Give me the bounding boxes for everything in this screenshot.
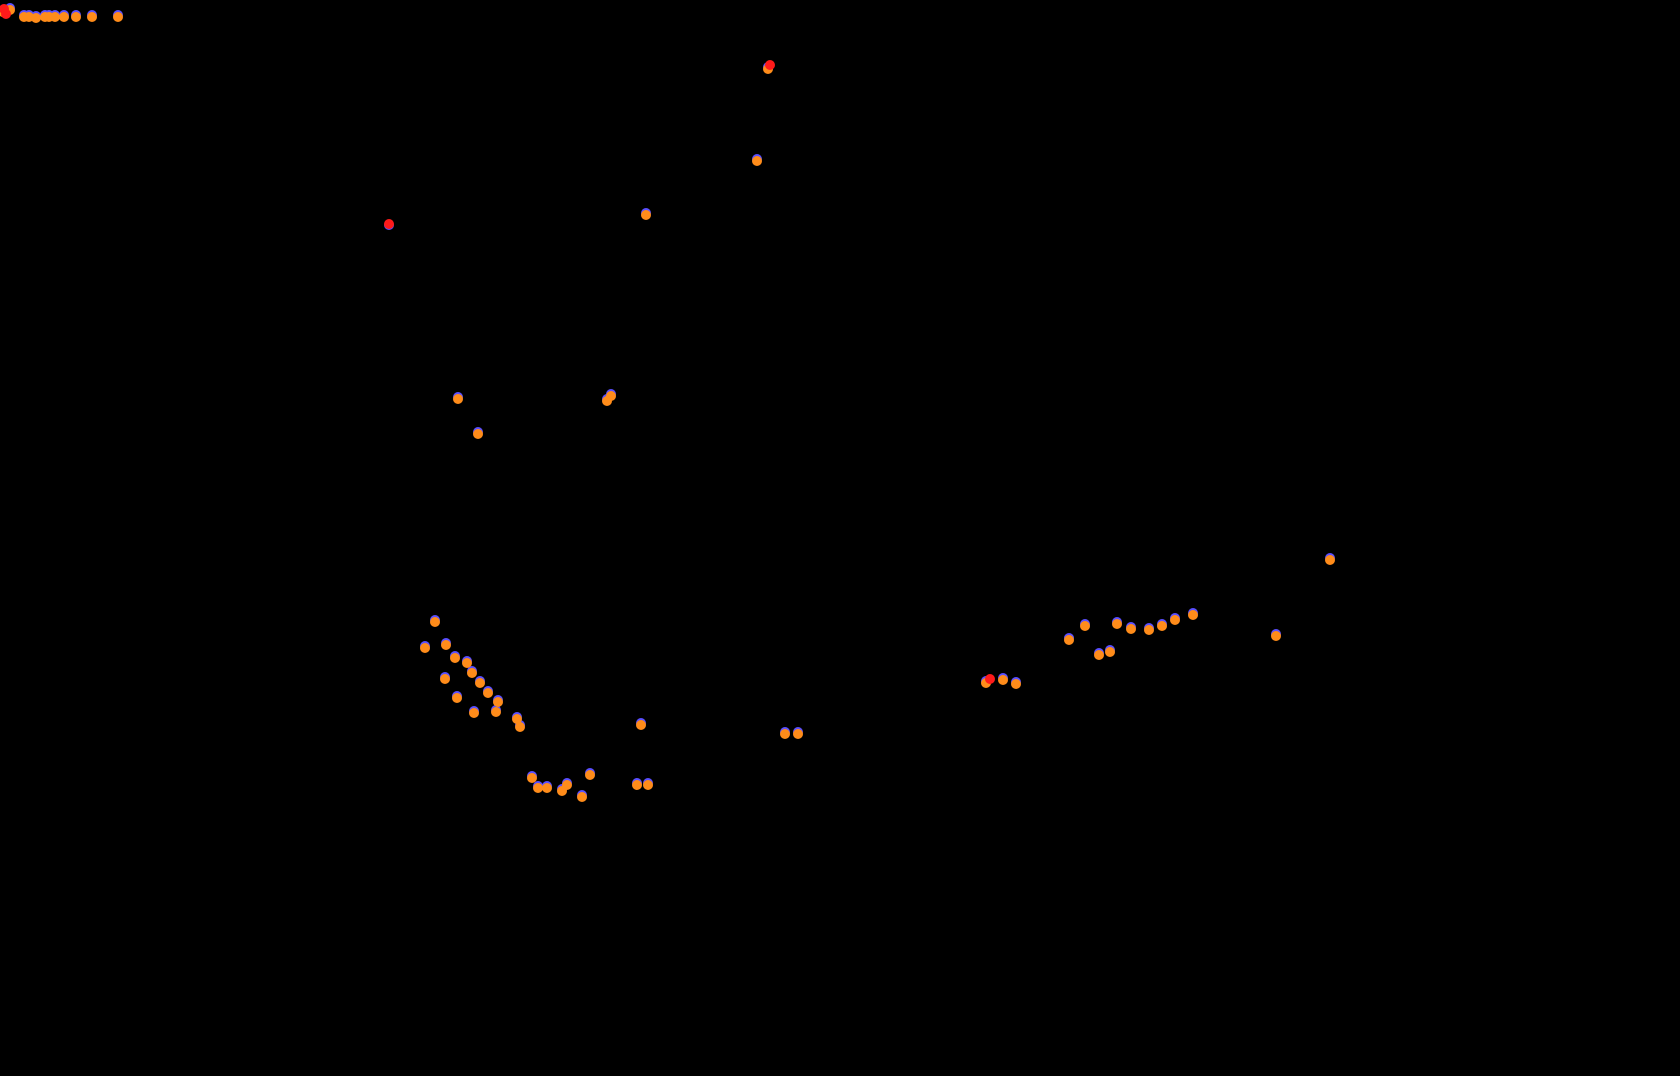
scatter-point <box>467 668 477 678</box>
scatter-point <box>1188 610 1198 620</box>
scatter-point <box>562 780 572 790</box>
scatter-point <box>1094 650 1104 660</box>
scatter-point <box>643 780 653 790</box>
scatter-point <box>430 617 440 627</box>
scatter-point <box>1170 615 1180 625</box>
scatter-point <box>577 792 587 802</box>
scatter-point <box>473 429 483 439</box>
scatter-point <box>636 720 646 730</box>
scatter-point <box>452 693 462 703</box>
scatter-point <box>985 674 995 684</box>
scatter-point <box>780 729 790 739</box>
scatter-point <box>1144 625 1154 635</box>
scatter-point <box>1112 619 1122 629</box>
scatter-point <box>1011 679 1021 689</box>
scatter-point <box>87 12 97 22</box>
scatter-point <box>585 770 595 780</box>
scatter-point <box>793 729 803 739</box>
scatter-point <box>420 643 430 653</box>
scatter-point <box>441 640 451 650</box>
scatter-point <box>641 210 651 220</box>
scatter-point <box>1271 631 1281 641</box>
scatter-point <box>515 722 525 732</box>
scatter-point <box>1080 621 1090 631</box>
scatter-point <box>542 783 552 793</box>
scatter-point <box>765 60 775 70</box>
scatter-point <box>1126 624 1136 634</box>
scatter-point <box>632 780 642 790</box>
scatter-point <box>998 675 1008 685</box>
scatter-point <box>450 653 460 663</box>
scatter-point <box>493 697 503 707</box>
scatter-point <box>71 12 81 22</box>
scatter-point <box>1 9 11 19</box>
scatter-plot <box>0 0 1680 1076</box>
scatter-point <box>483 688 493 698</box>
scatter-point <box>453 394 463 404</box>
scatter-point <box>491 707 501 717</box>
scatter-point <box>752 156 762 166</box>
scatter-point <box>527 773 537 783</box>
scatter-point <box>1105 647 1115 657</box>
scatter-point <box>602 396 612 406</box>
scatter-point <box>1157 621 1167 631</box>
scatter-point <box>384 219 394 229</box>
scatter-point <box>469 708 479 718</box>
scatter-point <box>1325 555 1335 565</box>
scatter-point <box>113 12 123 22</box>
scatter-point <box>475 678 485 688</box>
scatter-point <box>462 658 472 668</box>
scatter-point <box>1064 635 1074 645</box>
scatter-point <box>59 12 69 22</box>
scatter-point <box>440 674 450 684</box>
